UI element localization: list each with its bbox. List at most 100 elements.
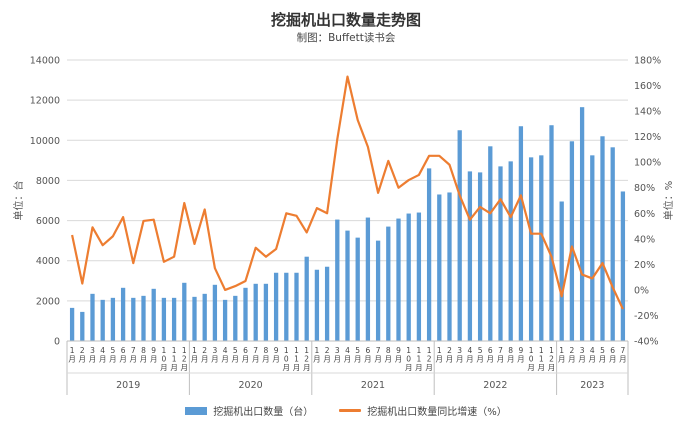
y-right-tick-label: 0% [634,285,649,296]
bar [610,147,615,341]
bar [569,141,575,341]
bar [192,296,197,341]
bar [528,157,534,341]
y-left-tick-label: 10000 [30,136,60,147]
legend-swatch-line [339,409,362,412]
y-right-tick-label: 60% [634,209,655,220]
y-right-tick-label: 120% [634,132,661,143]
bar [284,272,289,341]
bar [233,295,238,341]
y-left-tick-label: 14000 [30,56,60,67]
bar [508,161,513,341]
bar [69,307,75,341]
bar [559,201,564,341]
x-year-label: 2023 [580,380,604,391]
bar [396,218,401,341]
legend-label-bar: 挖掘机出口数量（台） [213,407,314,418]
bar-series [69,107,626,342]
bar [243,287,248,341]
growth-line [71,75,624,310]
bar [314,269,320,341]
bar [386,226,391,341]
y-right-tick-label: 100% [634,158,661,169]
y-left-tick-label: 4000 [36,256,60,267]
bar [539,155,544,341]
bar [273,272,279,341]
bar [110,297,116,341]
y-left-tick-label: 12000 [30,96,60,107]
bar [182,282,187,341]
legend-item-line: 挖掘机出口数量同比增速（%） [339,403,507,418]
bar [222,299,228,341]
bar [263,283,269,341]
axes: 0 2000 4000 6000 8000 10000 12000 14000 -40% -20%… [30,56,661,395]
legend-swatch-bar [185,406,208,415]
bar [477,172,483,341]
y-left-tick-label: 0 [54,337,60,348]
bar [253,283,258,341]
bar [365,217,371,341]
x-year-label: 2022 [483,380,507,391]
bar [324,266,330,341]
x-year-label: 2019 [116,380,140,391]
bar [335,219,340,341]
bar [549,125,554,341]
bar [426,168,432,341]
y-right-tick-label: 140% [634,107,661,118]
y-right-tick-label: -20% [634,311,659,322]
bar [355,237,360,341]
bar [375,240,381,341]
legend-item-bar: 挖掘机出口数量（台） [185,403,313,418]
chart-title: 挖掘机出口数量走势图 [270,11,421,29]
chart-subtitle: 制图：Buffett读书会 [296,32,396,44]
bar [171,297,177,341]
y-right-tick-label: 160% [634,81,661,92]
bar [120,287,126,341]
y-right-axis-label: 单位：% [662,181,675,221]
bar [100,299,105,341]
y-right-tick-label: -40% [634,337,659,348]
bar [202,293,207,341]
y-right-tick-label: 20% [634,260,655,271]
bar [416,212,422,341]
bar [447,192,452,341]
y-left-axis-label: 单位：台 [12,181,25,221]
